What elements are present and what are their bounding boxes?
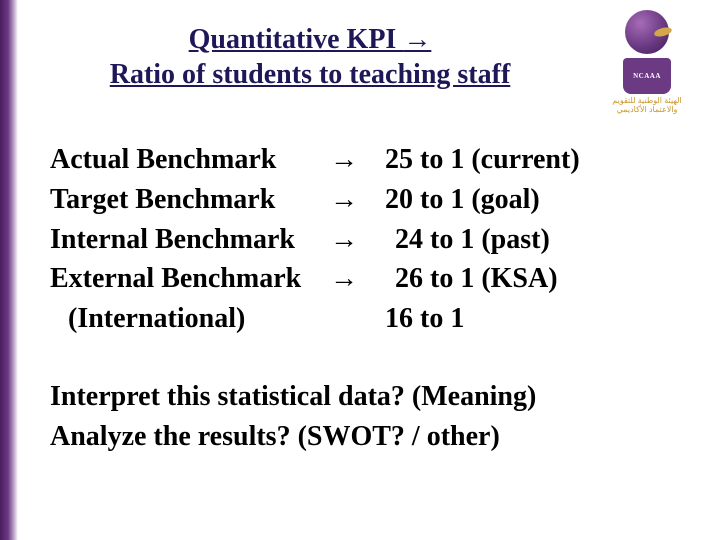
benchmark-value: 16 to 1 <box>385 299 464 339</box>
benchmark-row: Actual Benchmark → 25 to 1 (current) <box>50 140 700 180</box>
benchmark-label: Target Benchmark <box>50 180 330 220</box>
benchmark-row: External Benchmark → 26 to 1 (KSA) <box>50 259 700 299</box>
arrow-icon: → <box>330 259 385 299</box>
left-accent-bar <box>0 0 18 540</box>
benchmark-row: Target Benchmark → 20 to 1 (goal) <box>50 180 700 220</box>
benchmark-list: Actual Benchmark → 25 to 1 (current) Tar… <box>50 140 700 339</box>
benchmark-value: 24 to 1 (past) <box>385 220 550 260</box>
question-block: Interpret this statistical data? (Meanin… <box>50 377 700 457</box>
arrow-icon <box>330 299 385 339</box>
title-line2: Ratio of students to teaching staff <box>110 59 511 90</box>
benchmark-label: Actual Benchmark <box>50 140 330 180</box>
benchmark-label: Internal Benchmark <box>50 220 330 260</box>
arrow-icon: → <box>330 220 385 260</box>
benchmark-value: 20 to 1 (goal) <box>385 180 540 220</box>
slide-title: Quantitative KPI → Ratio of students to … <box>50 22 570 92</box>
question-line2: Analyze the results? (SWOT? / other) <box>50 417 700 457</box>
question-line1: Interpret this statistical data? (Meanin… <box>50 377 700 417</box>
benchmark-value: 25 to 1 (current) <box>385 140 580 180</box>
arrow-icon: → <box>330 140 385 180</box>
title-arrow: → <box>403 24 431 55</box>
title-line1: Quantitative KPI <box>189 24 404 55</box>
benchmark-row: (International) 16 to 1 <box>50 299 700 339</box>
benchmark-label: External Benchmark <box>50 259 330 299</box>
benchmark-row: Internal Benchmark → 24 to 1 (past) <box>50 220 700 260</box>
slide-content: Quantitative KPI → Ratio of students to … <box>50 22 700 456</box>
arrow-icon: → <box>330 180 385 220</box>
benchmark-label: (International) <box>50 299 330 339</box>
benchmark-value: 26 to 1 (KSA) <box>385 259 558 299</box>
